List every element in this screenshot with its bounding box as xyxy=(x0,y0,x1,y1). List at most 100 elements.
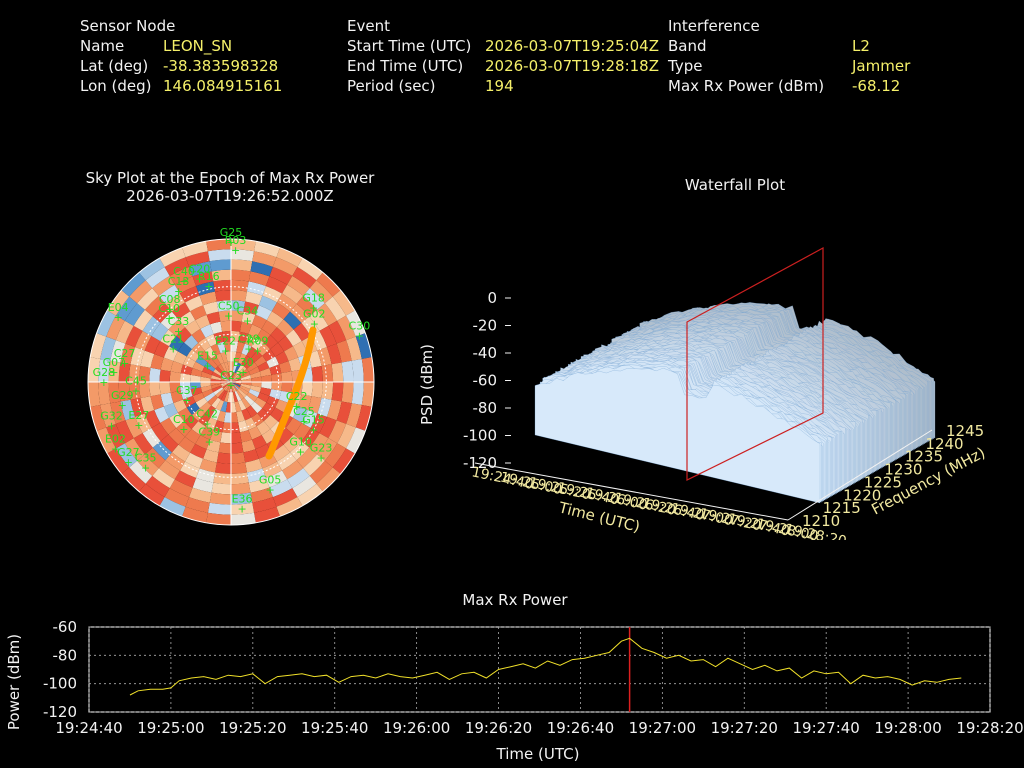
skyplot-cell xyxy=(139,258,165,281)
skyplot-cell xyxy=(303,288,325,310)
skyplot-cell xyxy=(142,316,161,337)
skyplot-cell xyxy=(139,382,151,398)
skyplot-cell xyxy=(171,302,191,320)
skyplot-cell xyxy=(297,258,323,281)
satellite-label: G23 xyxy=(310,442,333,455)
satellite-label: G10 xyxy=(289,436,312,449)
satellite-marker: + xyxy=(131,384,140,397)
skyplot-cell xyxy=(231,375,240,382)
satellite-marker: + xyxy=(292,400,301,413)
chart-y-tick: -60 xyxy=(53,618,78,636)
skyplot-cell xyxy=(152,275,175,296)
skyplot-cell xyxy=(250,261,273,277)
skyplot-cell xyxy=(231,249,255,262)
skyplot-cell xyxy=(176,421,192,437)
satellite-label: C34 xyxy=(237,305,259,318)
skyplot-cell xyxy=(184,335,199,350)
skyplot-cell xyxy=(200,324,214,338)
skyplot-cell xyxy=(231,239,256,252)
skyplot-cell xyxy=(177,407,192,422)
skyplot-cell xyxy=(296,295,318,317)
skyplot-cell xyxy=(241,343,252,356)
skyplot-cell xyxy=(207,502,231,515)
skyplot-cell xyxy=(292,406,308,423)
type-value: Jammer xyxy=(852,57,911,75)
skyplot-cell xyxy=(238,420,249,433)
skyplot-cell xyxy=(248,324,262,338)
satellite-marker: + xyxy=(107,419,116,432)
waterfall-title: Waterfall Plot xyxy=(684,176,786,194)
skyplot-cell xyxy=(231,472,249,485)
skyplot-cell xyxy=(232,391,238,403)
skyplot-cell xyxy=(255,443,272,459)
event-block: Event Start Time (UTC) 2026-03-07T19:25:0… xyxy=(347,16,659,96)
skyplot-cell xyxy=(213,279,231,292)
skyplot-cell xyxy=(231,382,238,391)
interference-heading: Interference xyxy=(668,17,760,35)
skyplot-cell xyxy=(218,310,231,322)
satellite-label: C37 xyxy=(176,384,198,397)
skyplot-cell xyxy=(241,355,251,367)
skyplot-cell xyxy=(215,388,225,398)
skyplot-cell xyxy=(231,392,235,403)
skyplot-cell xyxy=(326,343,342,365)
waterfall-frequency-tick: 1235 xyxy=(905,448,943,466)
skyplot-cell xyxy=(184,414,199,429)
skyplot-cell xyxy=(125,416,143,439)
skyplot-cell xyxy=(213,420,224,433)
skyplot-cell xyxy=(292,267,317,289)
skyplot-cell xyxy=(137,454,159,476)
skyplot-cell xyxy=(246,362,258,372)
skyplot-cell xyxy=(301,427,320,448)
skyplot-cell xyxy=(272,488,298,507)
skyplot-cell xyxy=(296,447,318,469)
skyplot-cell xyxy=(179,382,191,391)
skyplot-cell xyxy=(120,343,136,365)
waterfall-z-tick: -60 xyxy=(473,372,498,390)
skyplot-cell xyxy=(248,271,270,287)
skyplot-cell xyxy=(277,336,293,352)
skyplot-cell xyxy=(225,372,231,382)
skyplot-cell xyxy=(213,387,224,396)
satellite-marker: + xyxy=(174,285,183,298)
skyplot-title: Sky Plot at the Epoch of Max Rx Power xyxy=(85,169,375,187)
skyplot-cell xyxy=(107,448,130,474)
satellite-marker: + xyxy=(243,315,252,328)
skyplot-cell xyxy=(346,403,362,428)
skyplot-cell xyxy=(199,401,212,414)
skyplot-cell xyxy=(328,420,347,444)
skyplot-cell xyxy=(231,372,237,382)
skyplot-cell xyxy=(240,375,252,381)
skyplot-cell xyxy=(241,439,256,453)
skyplot-cell xyxy=(204,362,216,372)
skyplot-cell xyxy=(231,351,237,362)
skyplot-cell xyxy=(168,427,186,445)
skyplot-cell xyxy=(195,314,211,329)
skyplot-cell xyxy=(276,452,297,471)
skyplot-cell xyxy=(210,375,222,381)
skyplot-cell xyxy=(223,374,231,382)
skyplot-cell xyxy=(246,346,258,359)
skyplot-cell xyxy=(171,444,191,462)
skyplot-cell xyxy=(293,422,311,442)
skyplot-cell xyxy=(159,247,186,268)
skyplot-cell xyxy=(202,366,214,376)
skyplot-cell xyxy=(215,399,225,411)
band-value: L2 xyxy=(852,37,870,55)
skyplot-cell xyxy=(140,350,155,368)
skyplot-cell xyxy=(275,351,289,365)
skyplot-cell xyxy=(251,435,267,450)
skyplot-cell xyxy=(238,368,249,377)
satellite-marker: + xyxy=(179,423,188,436)
satellite-marker: + xyxy=(114,311,123,324)
satellite-label: E04 xyxy=(108,301,129,314)
skyplot-cell xyxy=(231,422,240,434)
chart-frame xyxy=(88,626,991,713)
waterfall-axes: 0-20-40-60-80-100-12019:24:4019:25:0019:… xyxy=(463,289,984,540)
skyplot-cell xyxy=(165,452,186,471)
skyplot-cell xyxy=(231,382,237,392)
skyplot-cell xyxy=(257,408,271,422)
skyplot-cell xyxy=(231,310,244,322)
satellite-marker: + xyxy=(221,345,230,358)
skyplot-cell xyxy=(355,333,372,359)
